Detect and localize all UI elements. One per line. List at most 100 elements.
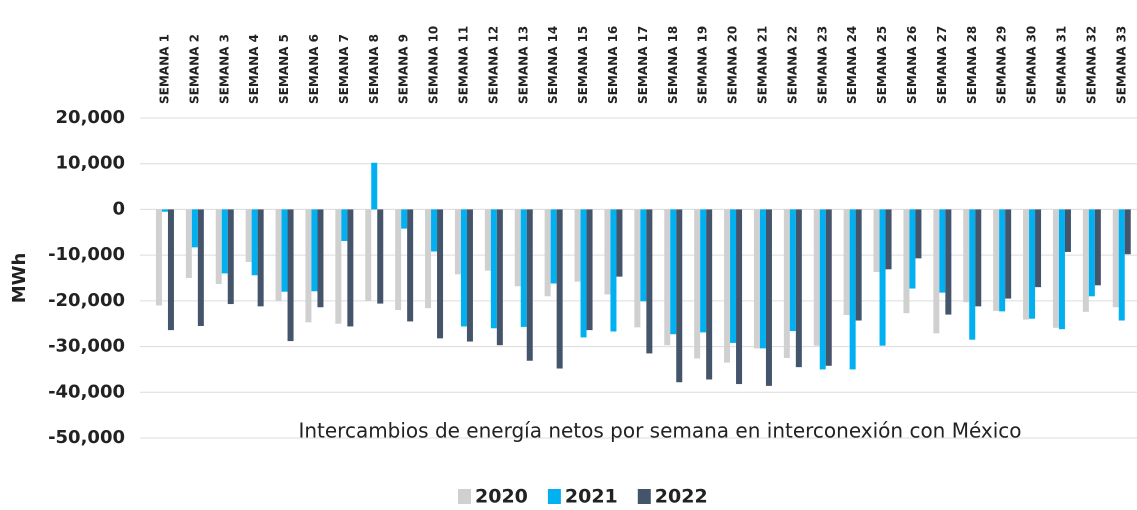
bar	[759, 209, 766, 349]
bar	[825, 209, 832, 366]
legend-label: 2021	[565, 486, 618, 508]
y-tick-label: -50,000	[48, 427, 125, 448]
bar	[550, 209, 557, 284]
y-tick-label: -10,000	[48, 244, 125, 265]
bar	[526, 209, 533, 361]
bar	[604, 209, 611, 295]
bar	[849, 209, 856, 370]
bar	[664, 209, 671, 346]
bar	[1118, 209, 1125, 321]
y-tick-label: 0	[112, 198, 125, 219]
bar	[909, 209, 916, 289]
x-tick-label: SEMANA 13	[516, 26, 530, 104]
x-tick-label: SEMANA 31	[1054, 26, 1068, 104]
bar	[634, 209, 641, 328]
x-tick-label: SEMANA 5	[277, 34, 291, 104]
bar	[1005, 209, 1012, 299]
bar	[490, 209, 497, 329]
bar	[425, 209, 432, 309]
bar	[466, 209, 473, 342]
x-tick-label: SEMANA 10	[427, 26, 441, 104]
bar	[401, 209, 408, 229]
bar	[281, 209, 288, 292]
x-tick-label: SEMANA 23	[815, 26, 829, 104]
x-tick-label: SEMANA 4	[247, 34, 261, 104]
bar	[945, 209, 952, 315]
bar	[1035, 209, 1042, 288]
bar	[813, 209, 820, 346]
bar	[1064, 209, 1071, 252]
bar	[155, 209, 162, 306]
bar	[365, 209, 372, 301]
x-tick-label: SEMANA 29	[995, 26, 1009, 104]
legend-label: 2020	[475, 486, 528, 508]
bar	[879, 209, 886, 346]
bar	[395, 209, 402, 310]
x-tick-label: SEMANA 28	[965, 26, 979, 104]
bar	[819, 209, 826, 370]
bar	[514, 209, 521, 287]
bar	[520, 209, 527, 327]
bar	[1023, 209, 1030, 320]
bar	[431, 209, 438, 252]
bar	[903, 209, 910, 314]
y-axis-label: MWh	[9, 253, 30, 304]
bar	[646, 209, 653, 354]
x-tick-label: SEMANA 15	[576, 26, 590, 104]
bar	[670, 209, 677, 335]
bar	[185, 209, 192, 278]
bar	[969, 209, 976, 340]
bar	[676, 209, 683, 383]
bar	[215, 209, 222, 284]
x-tick-label: SEMANA 7	[337, 34, 351, 104]
bar	[843, 209, 850, 316]
x-tick-label: SEMANA 32	[1084, 26, 1098, 104]
x-tick-label: SEMANA 21	[755, 26, 769, 104]
bar	[963, 209, 970, 303]
bar	[1058, 209, 1065, 330]
bar	[161, 209, 168, 212]
bar	[610, 209, 617, 332]
x-tick-label: SEMANA 11	[456, 26, 470, 104]
bar	[765, 209, 772, 386]
bar	[167, 209, 174, 331]
x-tick-label: SEMANA 22	[785, 26, 799, 104]
bar	[407, 209, 414, 322]
bar	[251, 209, 258, 276]
bar	[317, 209, 324, 308]
x-tick-label: SEMANA 17	[636, 26, 650, 104]
y-tick-label: -40,000	[48, 381, 125, 402]
bar	[496, 209, 503, 346]
bar	[706, 209, 713, 380]
bar	[873, 209, 880, 273]
bar	[556, 209, 563, 369]
legend-swatch	[547, 489, 561, 504]
bar	[377, 209, 384, 304]
bar	[1029, 209, 1036, 319]
bar	[454, 209, 461, 275]
bar	[1082, 209, 1089, 312]
bar	[915, 209, 922, 259]
bar	[580, 209, 587, 338]
bar	[544, 209, 551, 297]
bar	[191, 209, 198, 248]
bar	[730, 209, 737, 343]
x-tick-label: SEMANA 8	[367, 34, 381, 104]
legend-swatch	[458, 489, 471, 504]
y-tick-label: 20,000	[56, 107, 125, 128]
bar	[1094, 209, 1101, 286]
x-tick-label: SEMANA 26	[905, 26, 919, 104]
y-tick-label: -20,000	[48, 290, 125, 311]
bar	[341, 209, 348, 241]
bar	[640, 209, 647, 302]
x-tick-label: SEMANA 3	[217, 34, 231, 104]
x-tick-label: SEMANA 30	[1025, 26, 1039, 104]
bar	[437, 209, 444, 339]
x-tick-label: SEMANA 16	[606, 26, 620, 104]
bar	[724, 209, 731, 363]
bar	[221, 209, 228, 274]
bar	[1088, 209, 1095, 297]
bar	[694, 209, 701, 359]
bar	[257, 209, 264, 307]
x-tick-label: SEMANA 18	[666, 26, 680, 104]
